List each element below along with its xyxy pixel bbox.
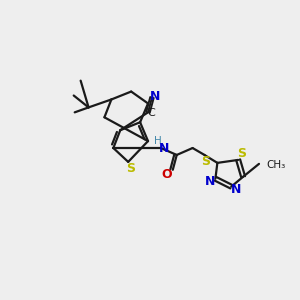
Text: S: S <box>237 148 246 160</box>
Text: N: N <box>231 183 242 196</box>
Text: H: H <box>154 136 162 146</box>
Text: N: N <box>205 175 216 188</box>
Text: S: S <box>126 162 135 175</box>
Text: N: N <box>159 142 169 154</box>
Text: C: C <box>147 108 155 118</box>
Text: CH₃: CH₃ <box>266 160 285 170</box>
Text: N: N <box>150 90 160 103</box>
Text: O: O <box>161 168 172 181</box>
Text: S: S <box>201 155 210 168</box>
